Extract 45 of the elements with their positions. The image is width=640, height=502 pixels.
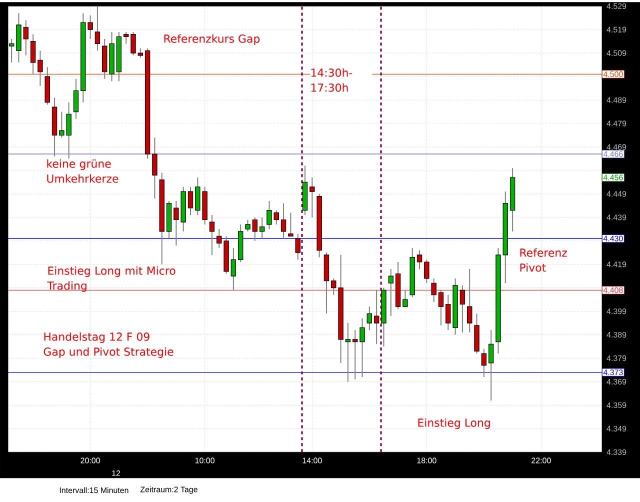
- candlestick: [374, 290, 380, 345]
- candlestick: [38, 50, 43, 86]
- candlestick: [488, 330, 494, 401]
- candlestick: [266, 200, 272, 230]
- candlestick: [73, 78, 79, 120]
- annotation: Handelstag 12 F 09: [44, 332, 150, 343]
- candlestick: [252, 216, 258, 242]
- candlestick: [416, 250, 422, 270]
- candlestick: [209, 214, 215, 256]
- candlestick: [438, 290, 444, 326]
- annotation: Gap und Pivot Strategie: [44, 347, 174, 358]
- candlestick: [360, 318, 365, 378]
- candlestick: [230, 247, 236, 291]
- candlestick: [280, 202, 286, 239]
- candlestick: [402, 290, 408, 308]
- candlestick: [188, 186, 194, 216]
- candlestick: [259, 216, 265, 239]
- candlestick: [460, 284, 466, 333]
- annotation: 14:30h-17:30h: [311, 68, 352, 92]
- candlestick: [295, 233, 300, 260]
- candlestick: [23, 20, 28, 56]
- candlestick: [366, 306, 372, 331]
- candlestick: [288, 212, 294, 237]
- candlestick: [216, 228, 222, 248]
- candlestick: [138, 48, 143, 58]
- annotation: Referenz Pivot: [520, 248, 567, 272]
- candlestick: [124, 31, 129, 44]
- candlestick: [331, 278, 336, 296]
- candlestick: [424, 259, 430, 284]
- candlestick: [481, 348, 487, 378]
- candlestick: [352, 330, 358, 380]
- candlestick: [388, 268, 394, 316]
- candlestick: [274, 210, 279, 225]
- candlestick: [30, 34, 36, 75]
- candlestick: [130, 31, 136, 56]
- annotation: Einstieg Long: [418, 418, 490, 429]
- annotation: Referenzkurs Gap: [164, 34, 260, 45]
- candlestick: [345, 322, 351, 382]
- annotation: Einstieg Long mit Micro Trading: [47, 266, 176, 292]
- candlestick: [310, 176, 315, 218]
- candlestick: [467, 268, 472, 333]
- candlestick: [431, 278, 436, 302]
- candlestick: [152, 137, 158, 200]
- annotation: keine grüne Umkehrkerze: [47, 159, 118, 183]
- candlestick: [245, 219, 250, 232]
